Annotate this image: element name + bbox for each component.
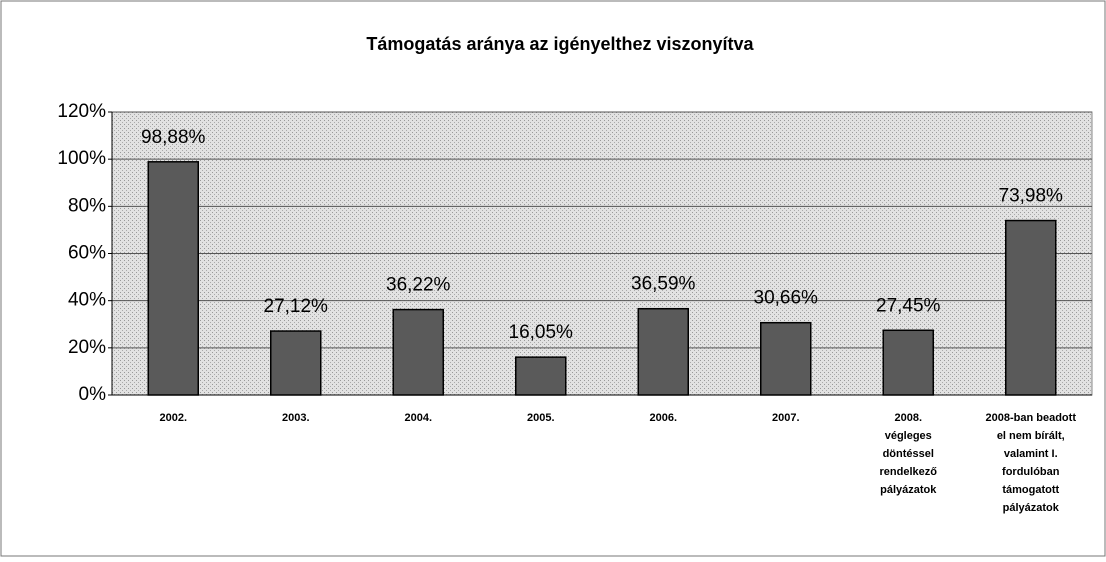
x-tick-label: 2003. (282, 412, 310, 424)
label-line: el nem bírált, (997, 430, 1065, 442)
data-label: 98,88% (141, 127, 206, 148)
bar (760, 321, 812, 396)
x-tick-label: 2007. (772, 412, 800, 424)
data-label: 27,45% (876, 295, 941, 316)
data-label: 73,98% (999, 186, 1064, 207)
y-tick-label: 120% (57, 101, 106, 122)
x-tick-label: 2008. végleges döntéssel rendelkező pályázat… (880, 412, 938, 496)
data-label: 27,12% (264, 296, 329, 317)
y-tick-label: 100% (57, 148, 106, 169)
y-tick-label: 0% (79, 384, 107, 405)
label-line: 2003. (282, 412, 310, 424)
label-line: döntéssel (883, 448, 934, 460)
data-label: 36,22% (386, 275, 451, 296)
y-tick-label: 80% (68, 195, 106, 216)
label-line: 2005. (527, 412, 555, 424)
label-line: végleges (885, 430, 932, 442)
bar (515, 356, 567, 396)
label-line: 2004. (404, 412, 432, 424)
label-line: 2006. (649, 412, 677, 424)
x-tick-label: 2002. (159, 412, 187, 424)
data-label: 36,59% (631, 274, 696, 295)
bar (147, 161, 199, 396)
label-line: 2008-ban beadott (986, 412, 1077, 424)
label-line: valamint I. (1004, 448, 1058, 460)
label-line: támogatott (1002, 484, 1059, 496)
x-tick-label: 2006. (649, 412, 677, 424)
x-tick-label: 2008-ban beadott el nem bírált, valamint I… (986, 412, 1077, 514)
data-label: 16,05% (509, 322, 574, 343)
x-tick-label: 2004. (404, 412, 432, 424)
label-line: 2007. (772, 412, 800, 424)
y-tick-label: 40% (68, 290, 106, 311)
bar (882, 329, 934, 396)
bar (270, 330, 322, 396)
y-tick-label: 60% (68, 243, 106, 264)
label-line: pályázatok (880, 484, 937, 496)
label-line: fordulóban (1002, 466, 1060, 478)
data-label: 30,66% (754, 288, 819, 309)
bar (392, 308, 444, 396)
label-line: pályázatok (1003, 502, 1060, 514)
y-tick-label: 20% (68, 337, 106, 358)
label-line: 2002. (159, 412, 187, 424)
bar (637, 307, 689, 396)
label-line: rendelkező (880, 466, 938, 478)
label-line: 2008. (894, 412, 922, 424)
chart-title: Támogatás aránya az igényelthez viszonyí… (366, 34, 754, 54)
x-tick-label: 2005. (527, 412, 555, 424)
bar (1005, 219, 1057, 396)
